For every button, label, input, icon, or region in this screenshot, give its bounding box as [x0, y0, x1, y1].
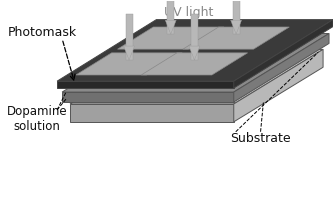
Polygon shape	[167, 0, 174, 34]
Polygon shape	[165, 20, 176, 34]
Polygon shape	[189, 46, 200, 60]
Polygon shape	[126, 14, 133, 60]
Polygon shape	[118, 27, 224, 49]
Polygon shape	[234, 34, 329, 102]
Polygon shape	[231, 20, 241, 34]
Polygon shape	[62, 34, 329, 92]
Polygon shape	[234, 49, 323, 122]
Polygon shape	[57, 20, 333, 81]
Text: Dopamine
solution: Dopamine solution	[7, 105, 68, 133]
Polygon shape	[57, 81, 234, 88]
Polygon shape	[234, 20, 333, 88]
Polygon shape	[76, 53, 182, 75]
Polygon shape	[141, 53, 248, 75]
Text: Photomask: Photomask	[7, 26, 77, 39]
Polygon shape	[233, 0, 239, 34]
Polygon shape	[191, 14, 198, 60]
Text: UV light: UV light	[165, 6, 214, 19]
Polygon shape	[70, 104, 234, 122]
Polygon shape	[124, 46, 135, 60]
Polygon shape	[62, 92, 234, 102]
Polygon shape	[183, 27, 289, 49]
Polygon shape	[70, 49, 323, 104]
Text: Substrate: Substrate	[230, 132, 291, 145]
